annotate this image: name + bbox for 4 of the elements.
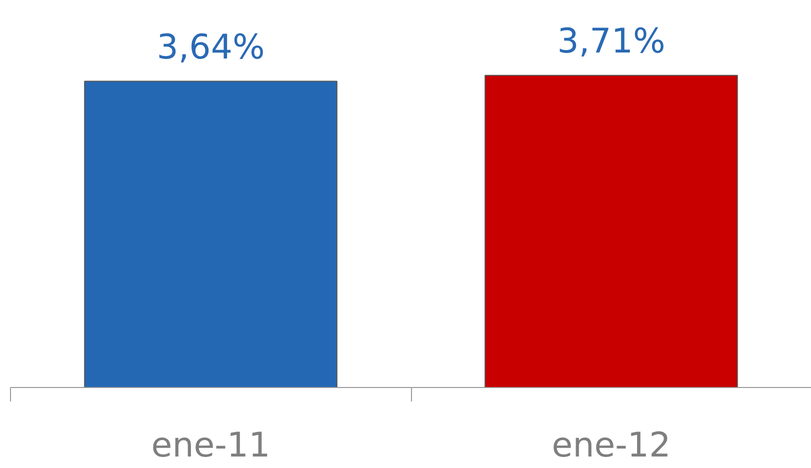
data-label: 3,64%	[156, 27, 265, 68]
data-label: 3,71%	[557, 21, 666, 62]
x-tick-label: ene-11	[151, 426, 270, 466]
x-tick-label: ene-12	[552, 426, 671, 466]
